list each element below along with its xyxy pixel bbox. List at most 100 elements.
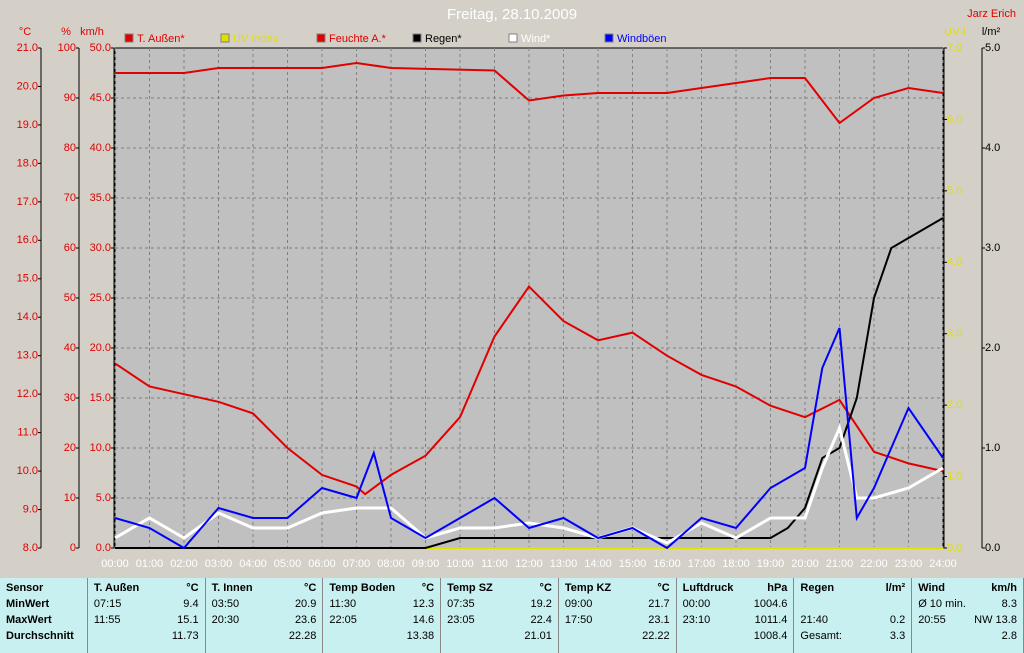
cell-value: 11.73 bbox=[171, 630, 199, 642]
x-tick-label: 19:00 bbox=[757, 558, 785, 570]
cell-row: 11:55 15.1 bbox=[94, 612, 199, 628]
legend-label: Regen* bbox=[425, 33, 462, 45]
y-tick-label: 20 bbox=[64, 442, 76, 454]
cell-time: 03:50 bbox=[211, 598, 240, 610]
cell-row: 07:35 19.2 bbox=[447, 596, 552, 612]
stat-column: Temp Boden °C 11:30 12.3 22:05 14.6 13.38 bbox=[323, 578, 442, 653]
row-label: MinWert bbox=[6, 598, 50, 610]
y-tick-label: 25.0 bbox=[90, 292, 111, 304]
cell-row: 20:55 NW 13.8 bbox=[918, 612, 1017, 628]
legend-swatch bbox=[124, 33, 134, 43]
legend-label: Feuchte A.* bbox=[329, 33, 387, 45]
column-name: Temp SZ bbox=[447, 582, 493, 594]
cell-row: 20:30 23.6 bbox=[212, 612, 317, 628]
cell-value: 12.3 bbox=[412, 598, 435, 610]
legend-swatch bbox=[220, 33, 230, 43]
stat-column: Temp KZ °C 09:00 21.7 17:50 23.1 22.22 bbox=[559, 578, 677, 653]
cell-time: Gesamt: bbox=[800, 630, 842, 642]
cell-row: 00:00 1004.6 bbox=[683, 596, 788, 612]
y-tick-label: 3.0 bbox=[947, 328, 962, 340]
stat-column: T. Innen °C 03:50 20.9 20:30 23.6 22.28 bbox=[206, 578, 324, 653]
legend-swatch bbox=[412, 33, 422, 43]
header: Luftdruck hPa bbox=[683, 580, 788, 596]
y-tick-label: 40.0 bbox=[90, 142, 111, 154]
y-tick-label: 19.0 bbox=[17, 119, 38, 131]
x-tick-label: 20:00 bbox=[791, 558, 819, 570]
y-tick-label: 14.0 bbox=[17, 311, 38, 323]
header: Regen l/m² bbox=[800, 580, 905, 596]
y-tick-label: 7.0 bbox=[947, 42, 962, 54]
column-name: Wind bbox=[918, 582, 945, 594]
column-unit: l/m² bbox=[885, 582, 906, 594]
cell-time: 23:10 bbox=[682, 614, 711, 626]
y-tick-label: 10.0 bbox=[90, 442, 111, 454]
header: Sensor bbox=[6, 582, 44, 594]
header: T. Innen °C bbox=[212, 580, 317, 596]
x-tick-label: 04:00 bbox=[239, 558, 267, 570]
cell: MaxWert bbox=[6, 612, 81, 628]
legend-label: T. Außen* bbox=[137, 33, 185, 45]
axis-title: km/h bbox=[80, 26, 104, 38]
cell-value: 23.1 bbox=[648, 614, 670, 626]
cell-value: 1011.4 bbox=[754, 614, 788, 626]
stat-column: Regen l/m² 21:40 0.2 Gesamt: 3.3 bbox=[794, 578, 913, 653]
y-tick-label: 9.0 bbox=[23, 503, 38, 515]
column-unit: °C bbox=[186, 582, 199, 594]
cell-value: 14.6 bbox=[412, 614, 435, 626]
chart-title: Freitag, 28.10.2009 bbox=[447, 6, 577, 23]
cell-value: 0.2 bbox=[889, 614, 906, 626]
y-tick-label: 4.0 bbox=[985, 142, 1000, 154]
x-tick-label: 23:00 bbox=[895, 558, 923, 570]
cell-row: 11.73 bbox=[94, 628, 199, 644]
x-tick-label: 21:00 bbox=[826, 558, 854, 570]
column-unit: hPa bbox=[767, 582, 788, 594]
cell: MinWert bbox=[6, 596, 81, 612]
cell-row: 11:30 12.3 bbox=[329, 596, 434, 612]
y-tick-label: 5.0 bbox=[947, 185, 962, 197]
cell-value: 1004.6 bbox=[753, 598, 788, 610]
cell-value: 19.2 bbox=[530, 598, 552, 610]
y-tick-label: 4.0 bbox=[947, 256, 962, 268]
y-tick-label: 18.0 bbox=[17, 157, 38, 169]
y-tick-label: 8.0 bbox=[23, 542, 38, 554]
cell-row: 22.28 bbox=[212, 628, 317, 644]
legend-swatch bbox=[508, 33, 518, 43]
column-unit: km/h bbox=[991, 582, 1017, 594]
cell-row: 09:00 21.7 bbox=[565, 596, 670, 612]
y-tick-label: 0 bbox=[70, 542, 76, 554]
x-tick-label: 10:00 bbox=[446, 558, 474, 570]
cell-time: 20:30 bbox=[211, 614, 240, 626]
y-tick-label: 20.0 bbox=[90, 342, 111, 354]
cell-value: 3.3 bbox=[889, 630, 906, 642]
x-tick-label: 05:00 bbox=[274, 558, 302, 570]
x-tick-label: 15:00 bbox=[619, 558, 647, 570]
axis-title: % bbox=[61, 26, 71, 38]
column-unit: °C bbox=[304, 582, 317, 594]
series-line bbox=[114, 327, 944, 550]
cell-row: Ø 10 min. 8.3 bbox=[918, 596, 1017, 612]
header: Wind km/h bbox=[918, 580, 1017, 596]
x-tick-label: 02:00 bbox=[170, 558, 198, 570]
cell-value: NW 13.8 bbox=[974, 614, 1017, 626]
y-tick-label: 1.0 bbox=[985, 442, 1000, 454]
x-tick-label: 03:00 bbox=[205, 558, 233, 570]
cell-row: 1008.4 bbox=[683, 628, 788, 644]
cell-value: 21.01 bbox=[524, 630, 552, 642]
cell-value: 9.4 bbox=[183, 598, 199, 610]
cell-time: 00:00 bbox=[682, 598, 711, 610]
y-tick-label: 70 bbox=[64, 192, 76, 204]
cell-value: 22.22 bbox=[642, 630, 670, 642]
cell-time: 09:00 bbox=[564, 598, 593, 610]
y-tick-label: 17.0 bbox=[17, 196, 38, 208]
cell-value: 22.4 bbox=[530, 614, 552, 626]
y-tick-label: 30 bbox=[64, 392, 76, 404]
row-label: Durchschnitt bbox=[6, 630, 74, 642]
x-tick-label: 18:00 bbox=[722, 558, 750, 570]
y-tick-label: 15.0 bbox=[17, 273, 38, 285]
x-tick-label: 14:00 bbox=[584, 558, 612, 570]
cell-row: 2.8 bbox=[918, 628, 1017, 644]
series-line bbox=[115, 61, 944, 125]
y-tick-label: 5.0 bbox=[96, 492, 111, 504]
chart: Freitag, 28.10.2009 Jarz Erich 00:00 01:0… bbox=[17, 6, 1016, 570]
